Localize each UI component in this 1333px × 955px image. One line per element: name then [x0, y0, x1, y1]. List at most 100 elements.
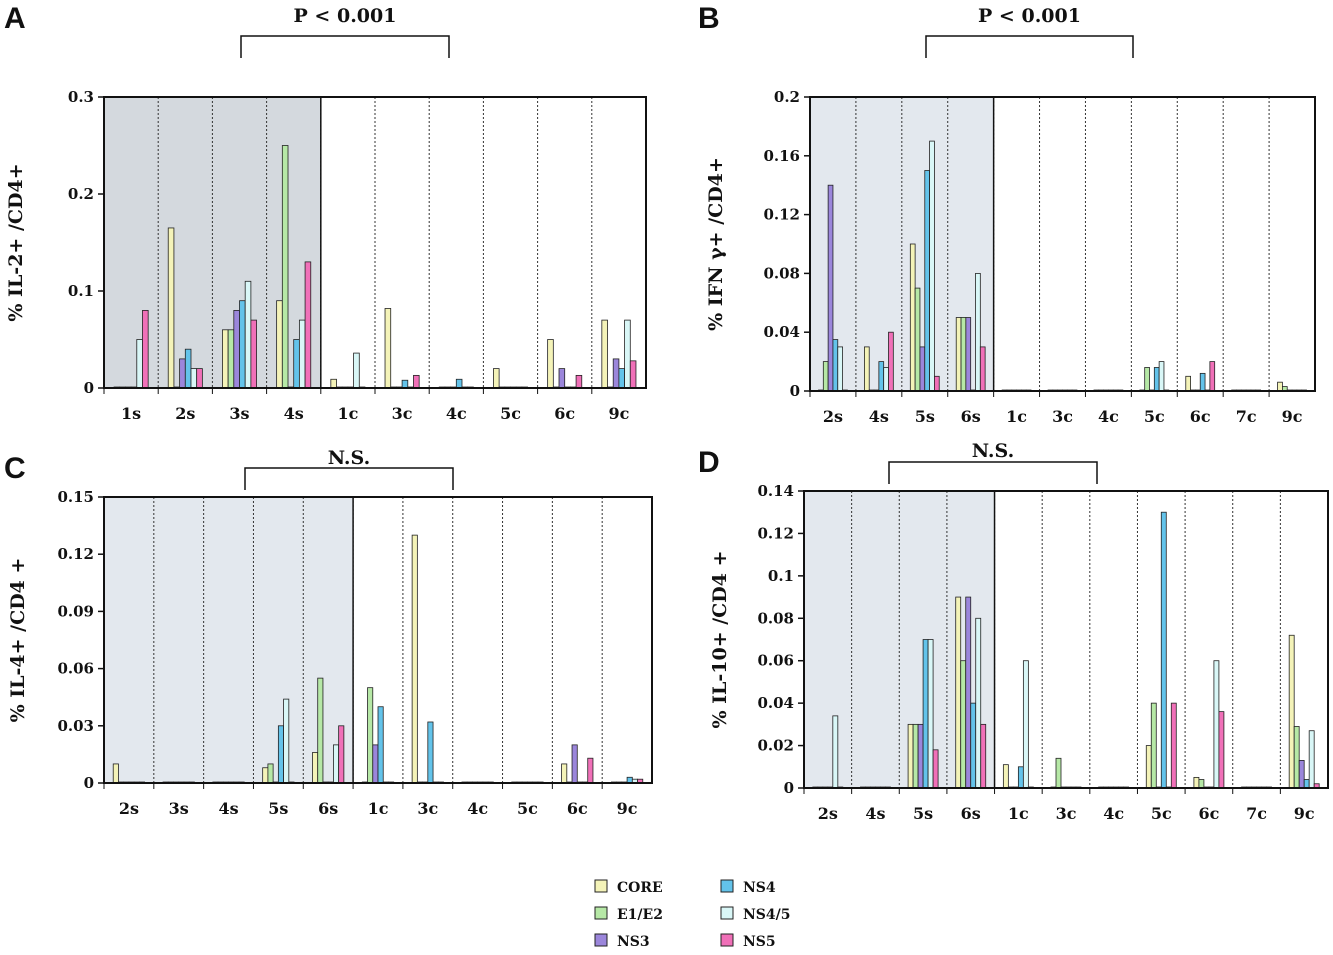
- bar: [1288, 634, 1295, 789]
- x-tick-label: 5c: [500, 404, 521, 423]
- bar: [558, 368, 566, 389]
- x-tick-label: 6c: [554, 404, 575, 423]
- y-tick-label: 0.12: [57, 545, 94, 563]
- bar: [384, 308, 392, 389]
- x-tick-label: 9c: [608, 404, 629, 423]
- bar: [377, 706, 384, 784]
- y-tick-label: 0.08: [763, 264, 800, 282]
- x-tick-label: 5c: [1144, 407, 1165, 426]
- bar: [1160, 511, 1167, 789]
- x-tick-label: 4c: [1098, 407, 1119, 426]
- legend-swatch: [594, 933, 608, 947]
- bar: [112, 763, 119, 784]
- bar: [960, 317, 967, 392]
- bar: [239, 300, 246, 389]
- y-tick-label: 0.06: [57, 660, 94, 678]
- bar: [922, 639, 929, 789]
- x-tick-label: 5s: [268, 799, 288, 818]
- bar: [919, 346, 926, 392]
- significance-bracket: [888, 461, 1098, 484]
- x-tick-label: 6s: [318, 799, 338, 818]
- y-tick-label: 0.08: [757, 609, 794, 627]
- x-tick-label: 7c: [1236, 407, 1257, 426]
- x-tick-label: 1c: [1008, 804, 1029, 823]
- y-tick-label: 0.09: [57, 602, 94, 620]
- bar: [912, 723, 919, 789]
- bar: [1213, 660, 1220, 789]
- y-axis-label: % IL-2+ /CD4+: [5, 163, 27, 321]
- bar: [1277, 381, 1283, 392]
- bar: [601, 319, 608, 389]
- legend: CORE E1/E2 NS3 NS4 NS4/5 NS5: [594, 879, 791, 950]
- bar: [909, 243, 916, 392]
- bar: [277, 725, 284, 784]
- plot-frame: [103, 496, 653, 784]
- bar: [1055, 757, 1062, 789]
- bar: [1308, 730, 1315, 789]
- panel-d: 0 0.02 0.04 0.06 0.08 0.1 0.12 0.14 2s 4s 5s 6s 1c 3c…: [698, 440, 1329, 823]
- bar: [1144, 367, 1150, 392]
- x-tick-label: 9c: [1282, 407, 1303, 426]
- bar: [167, 227, 175, 389]
- x-tick-label: 2s: [823, 407, 843, 426]
- legend-label: NS5: [743, 934, 776, 950]
- bar: [262, 767, 269, 784]
- bar: [878, 361, 885, 392]
- x-tick-label: 1c: [368, 799, 389, 818]
- bar: [227, 329, 235, 389]
- bar: [914, 287, 921, 392]
- y-tick-label: 0.06: [757, 652, 794, 670]
- bar: [312, 752, 319, 784]
- x-tick-label: 1c: [337, 404, 358, 423]
- bar: [250, 319, 257, 389]
- y-tick-label: 0.2: [68, 185, 94, 203]
- x-tick-label: 6c: [567, 799, 588, 818]
- bar: [907, 723, 914, 789]
- bar: [413, 374, 420, 389]
- bar: [281, 145, 289, 389]
- bar: [184, 348, 192, 389]
- significance-label: P < 0.001: [978, 5, 1081, 27]
- bar: [317, 677, 324, 784]
- bar: [932, 749, 939, 789]
- y-tick-label: 0.12: [757, 524, 794, 542]
- bar: [832, 339, 839, 392]
- x-tick-label: 2s: [175, 404, 195, 423]
- bar: [353, 352, 360, 389]
- legend-label: NS3: [617, 934, 650, 950]
- significance-bracket: [244, 467, 454, 490]
- bar: [1193, 776, 1200, 789]
- bar: [1199, 372, 1206, 392]
- bar: [283, 698, 290, 784]
- bar: [244, 280, 252, 389]
- bar: [333, 744, 340, 784]
- bar: [1145, 745, 1152, 789]
- y-tick-label: 0.1: [768, 567, 794, 585]
- bar: [427, 721, 434, 784]
- bar: [1153, 367, 1160, 392]
- y-tick-label: 0.12: [763, 206, 800, 224]
- bar: [629, 360, 637, 389]
- bar: [298, 319, 306, 389]
- x-tick-label: 3s: [169, 799, 189, 818]
- significance-label: N.S.: [972, 440, 1014, 462]
- bar: [822, 361, 829, 392]
- x-tick-label: 3s: [229, 404, 249, 423]
- shaded-region: [104, 497, 354, 783]
- x-tick-label: 3c: [392, 404, 413, 423]
- bar: [832, 715, 839, 789]
- bar: [571, 744, 578, 784]
- bar: [975, 272, 981, 392]
- x-tick-label: 4s: [284, 404, 304, 423]
- bar: [975, 617, 982, 789]
- y-tick-label: 0: [790, 382, 800, 400]
- bar: [561, 763, 568, 784]
- significance-label: N.S.: [328, 447, 370, 469]
- x-tick-label: 2s: [818, 804, 838, 823]
- y-tick-label: 0.14: [757, 482, 794, 500]
- bar: [929, 140, 935, 392]
- x-tick-label: 5c: [517, 799, 538, 818]
- y-tick-label: 0.03: [57, 717, 94, 735]
- x-tick-label: 6s: [961, 407, 981, 426]
